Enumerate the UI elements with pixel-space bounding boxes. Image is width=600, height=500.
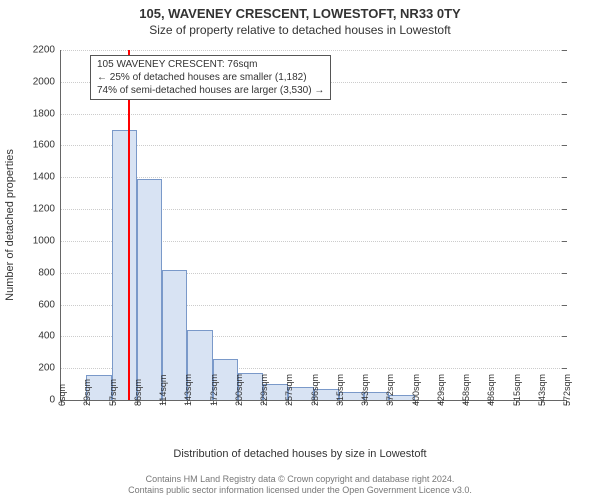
grid-line	[61, 114, 566, 115]
y-tick-label: 2200	[33, 45, 55, 56]
histogram-bar	[112, 130, 137, 400]
y-tick-label: 2000	[33, 76, 55, 87]
credit-line-1: Contains HM Land Registry data © Crown c…	[0, 474, 600, 485]
x-tick-label: 372sqm	[385, 374, 395, 406]
x-tick-label: 458sqm	[461, 374, 471, 406]
page-subtitle: Size of property relative to detached ho…	[0, 21, 600, 37]
x-tick-label: 486sqm	[486, 374, 496, 406]
x-tick-label: 114sqm	[158, 375, 168, 406]
y-tick-mark	[562, 241, 567, 242]
x-tick-label: 29sqm	[82, 379, 92, 406]
x-tick-label: 429sqm	[436, 374, 446, 406]
x-tick-label: 343sqm	[360, 374, 370, 406]
x-tick-label: 286sqm	[310, 374, 320, 406]
chart-container: 105, WAVENEY CRESCENT, LOWESTOFT, NR33 0…	[0, 0, 600, 500]
x-tick-label: 400sqm	[411, 374, 421, 406]
chart-plot-area: 0200400600800100012001400160018002000220…	[60, 50, 566, 401]
y-tick-label: 400	[38, 331, 55, 342]
y-tick-label: 200	[38, 363, 55, 374]
y-tick-mark	[562, 50, 567, 51]
grid-line	[61, 50, 566, 51]
x-tick-label: 86sqm	[133, 379, 143, 406]
x-tick-label: 57sqm	[108, 379, 118, 406]
x-tick-label: 172sqm	[209, 374, 219, 406]
y-tick-mark	[562, 305, 567, 306]
x-axis-label: Distribution of detached houses by size …	[0, 448, 600, 460]
y-tick-mark	[562, 209, 567, 210]
y-axis-label: Number of detached properties	[4, 149, 16, 301]
x-tick-label: 572sqm	[562, 374, 572, 406]
y-tick-mark	[562, 145, 567, 146]
legend-line-3: 74% of semi-detached houses are larger (…	[97, 84, 324, 97]
y-tick-label: 1800	[33, 108, 55, 119]
y-tick-mark	[562, 368, 567, 369]
chart-plot	[61, 50, 566, 400]
x-tick-label: 515sqm	[512, 374, 522, 406]
y-tick-mark	[562, 177, 567, 178]
x-tick-label: 229sqm	[259, 374, 269, 406]
property-marker-line	[128, 50, 130, 400]
x-tick-label: 315sqm	[335, 374, 345, 406]
histogram-bar	[137, 179, 162, 400]
y-tick-label: 1200	[33, 204, 55, 215]
y-tick-label: 0	[49, 395, 55, 406]
y-tick-mark	[562, 114, 567, 115]
legend-line-2: ← 25% of detached houses are smaller (1,…	[97, 71, 324, 84]
x-tick-label: 200sqm	[234, 374, 244, 406]
grid-line	[61, 145, 566, 146]
y-tick-mark	[562, 273, 567, 274]
x-tick-label: 143sqm	[183, 374, 193, 406]
y-tick-label: 600	[38, 299, 55, 310]
x-tick-label: 257sqm	[284, 374, 294, 406]
y-tick-label: 800	[38, 267, 55, 278]
y-tick-mark	[562, 82, 567, 83]
y-tick-mark	[562, 336, 567, 337]
chart-legend: 105 WAVENEY CRESCENT: 76sqm ← 25% of det…	[90, 55, 331, 100]
legend-line-1: 105 WAVENEY CRESCENT: 76sqm	[97, 58, 324, 71]
x-tick-label: 543sqm	[537, 374, 547, 406]
y-tick-label: 1400	[33, 172, 55, 183]
y-tick-label: 1000	[33, 235, 55, 246]
credit-text: Contains HM Land Registry data © Crown c…	[0, 474, 600, 496]
y-tick-label: 1600	[33, 140, 55, 151]
x-tick-label: 0sqm	[57, 384, 67, 406]
credit-line-2: Contains public sector information licen…	[0, 485, 600, 496]
page-title: 105, WAVENEY CRESCENT, LOWESTOFT, NR33 0…	[0, 0, 600, 21]
